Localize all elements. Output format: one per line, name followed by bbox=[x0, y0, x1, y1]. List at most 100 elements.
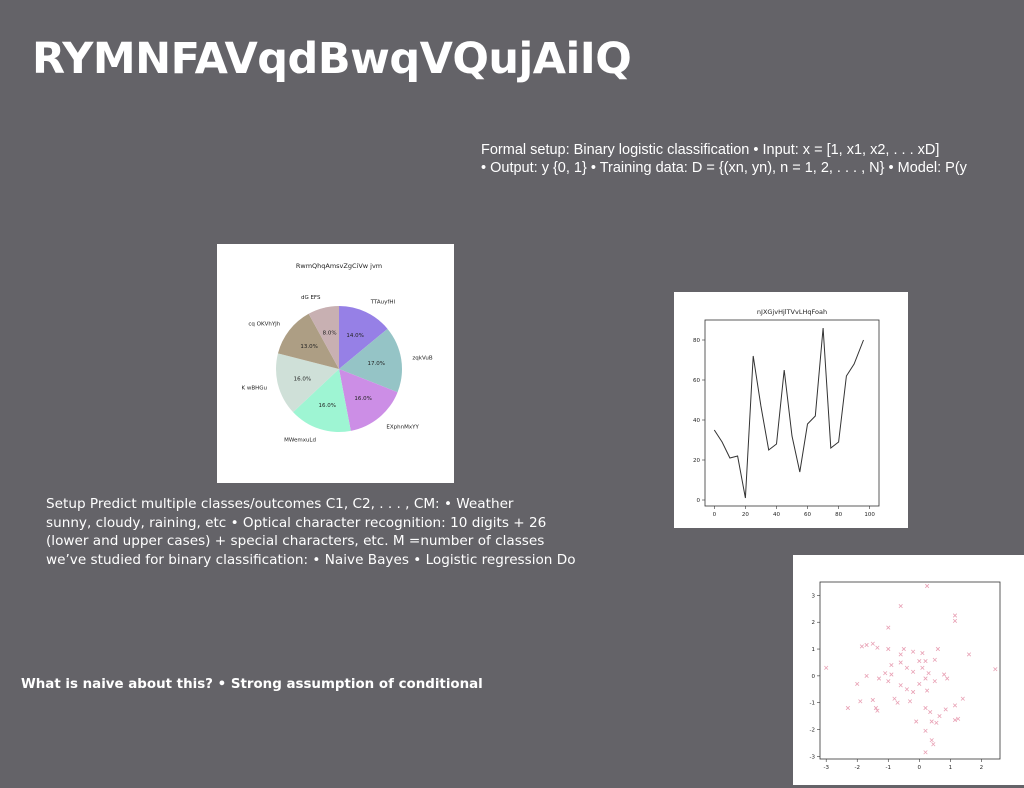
scatter-point bbox=[875, 708, 880, 713]
naive-question-text: What is naive about this? • Strong assum… bbox=[21, 677, 483, 692]
scatter-point bbox=[889, 663, 894, 668]
scatter-y-tick-label: 2 bbox=[812, 620, 816, 626]
scatter-point bbox=[904, 665, 909, 670]
pie-percent-label: 16.0% bbox=[354, 396, 371, 402]
line-y-tick-label: 80 bbox=[693, 338, 700, 344]
scatter-point bbox=[928, 710, 933, 715]
pie-chart: RwmQhqAmsvZgCiVw jvm TTAuyfHI 14.0% zqkVuB 1… bbox=[241, 262, 432, 444]
scatter-point bbox=[937, 714, 942, 719]
scatter-point bbox=[945, 676, 950, 681]
scatter-x-tick-label: 0 bbox=[918, 765, 922, 771]
scatter-point bbox=[960, 696, 965, 701]
scatter-point bbox=[952, 618, 958, 623]
scatter-chart: -3 -2 -1 0 1 2 -3 -2 -1 0 1 2 3 bbox=[810, 581, 1001, 771]
line-y-tick-label: 20 bbox=[693, 458, 700, 464]
scatter-y-tick-label: 0 bbox=[812, 674, 816, 680]
scatter-x-tick-label: -3 bbox=[823, 765, 829, 771]
scatter-point bbox=[864, 642, 869, 648]
scatter-point bbox=[923, 728, 928, 733]
pie-slice-label: K wBHGu bbox=[241, 386, 267, 392]
scatter-x-tick-label: -2 bbox=[854, 765, 859, 771]
pie-slice-label: dG EFS bbox=[301, 295, 321, 301]
line-x-tick-label: 100 bbox=[864, 512, 875, 518]
line-y-tick-label: 60 bbox=[693, 378, 700, 384]
scatter-point bbox=[898, 604, 903, 609]
scatter-point bbox=[898, 652, 903, 657]
line-plot-frame bbox=[704, 319, 880, 507]
scatter-point bbox=[923, 659, 928, 664]
scatter-point bbox=[859, 644, 864, 649]
line-chart-figure: nJXGjvHjlTVvLHqFoah 0 20 40 60 80 100 0 20 40 60 80 bbox=[674, 292, 908, 528]
pie-slice-label: cq OKVhYJh bbox=[248, 321, 280, 327]
pie-slice-label: TTAuyfHI bbox=[370, 300, 396, 306]
setup-line-2: sunny, cloudy, raining, etc • Optical ch… bbox=[46, 514, 547, 531]
scatter-point bbox=[898, 683, 903, 688]
scatter-x-tick-label: 1 bbox=[949, 765, 953, 771]
scatter-point bbox=[855, 681, 860, 686]
pie-slice-label: EXphnMxYY bbox=[386, 424, 419, 430]
scatter-point bbox=[925, 583, 930, 589]
pie-slice bbox=[275, 353, 339, 413]
formal-setup-line-1: Formal setup: Binary logistic classifica… bbox=[481, 142, 940, 158]
line-y-tick-label: 0 bbox=[697, 498, 701, 504]
pie-slice bbox=[339, 328, 403, 393]
scatter-y-tick-label: 3 bbox=[812, 593, 816, 599]
line-chart: nJXGjvHjlTVvLHqFoah 0 20 40 60 80 100 0 20 40 60 80 bbox=[693, 308, 880, 518]
scatter-y-tick-label: -1 bbox=[810, 701, 815, 707]
line-series bbox=[713, 327, 864, 499]
scatter-point bbox=[892, 696, 897, 701]
scatter-point bbox=[952, 718, 958, 723]
scatter-point bbox=[889, 672, 894, 677]
line-x-tick-label: 40 bbox=[773, 512, 780, 518]
slide-title: RYMNFAVqdBwqVQujAiIQ bbox=[32, 34, 632, 84]
pie-slice bbox=[339, 369, 398, 431]
scatter-plot-frame bbox=[819, 581, 1001, 760]
scatter-point bbox=[907, 699, 913, 704]
scatter-point bbox=[929, 738, 934, 743]
scatter-point bbox=[898, 660, 903, 665]
setup-line-1: Setup Predict multiple classes/outcomes … bbox=[46, 496, 514, 512]
scatter-point bbox=[923, 676, 928, 681]
scatter-point bbox=[914, 719, 919, 724]
scatter-point bbox=[934, 720, 939, 725]
pie-percent-label: 17.0% bbox=[368, 361, 385, 367]
pie-slice bbox=[277, 313, 339, 369]
scatter-point bbox=[952, 613, 958, 618]
pie-slice bbox=[293, 369, 351, 432]
pie-slice-label: zqkVuB bbox=[412, 355, 432, 361]
scatter-point bbox=[864, 673, 869, 678]
scatter-chart-figure: -3 -2 -1 0 1 2 -3 -2 -1 0 1 2 3 bbox=[793, 555, 1024, 785]
line-x-tick-label: 60 bbox=[804, 512, 811, 518]
setup-line-4: we’ve studied for binary classification:… bbox=[46, 551, 576, 568]
scatter-x-tick-label: -1 bbox=[886, 765, 891, 771]
pie-slice bbox=[308, 306, 339, 369]
scatter-point bbox=[926, 671, 931, 676]
multiclass-setup-text: Setup Predict multiple classes/outcomes … bbox=[46, 495, 601, 569]
scatter-point bbox=[917, 681, 922, 686]
scatter-point bbox=[932, 679, 937, 684]
scatter-point bbox=[875, 645, 880, 650]
scatter-point bbox=[920, 665, 925, 670]
scatter-y-tick-label: -2 bbox=[810, 728, 815, 734]
line-x-tick-label: 0 bbox=[713, 512, 717, 518]
scatter-point bbox=[845, 705, 850, 711]
scatter-point bbox=[956, 716, 961, 721]
pie-percent-label: 16.0% bbox=[294, 376, 311, 382]
formal-setup-text: Formal setup: Binary logistic classifica… bbox=[481, 141, 1021, 177]
scatter-x-tick-label: 2 bbox=[980, 765, 984, 771]
scatter-point bbox=[886, 625, 891, 630]
pie-percent-label: 8.0% bbox=[323, 330, 337, 336]
scatter-point bbox=[931, 742, 936, 747]
line-chart-title: nJXGjvHjlTVvLHqFoah bbox=[757, 308, 827, 316]
pie-percent-label: 14.0% bbox=[346, 333, 363, 339]
scatter-point bbox=[917, 659, 922, 664]
scatter-point bbox=[935, 646, 940, 652]
scatter-point bbox=[942, 672, 947, 677]
scatter-point bbox=[923, 750, 928, 755]
pie-percent-label: 16.0% bbox=[319, 403, 336, 409]
scatter-point bbox=[870, 697, 875, 703]
scatter-point bbox=[911, 669, 916, 674]
scatter-point bbox=[901, 646, 906, 652]
setup-line-3: (lower and upper cases) + special charac… bbox=[46, 533, 545, 549]
scatter-point bbox=[993, 667, 998, 672]
